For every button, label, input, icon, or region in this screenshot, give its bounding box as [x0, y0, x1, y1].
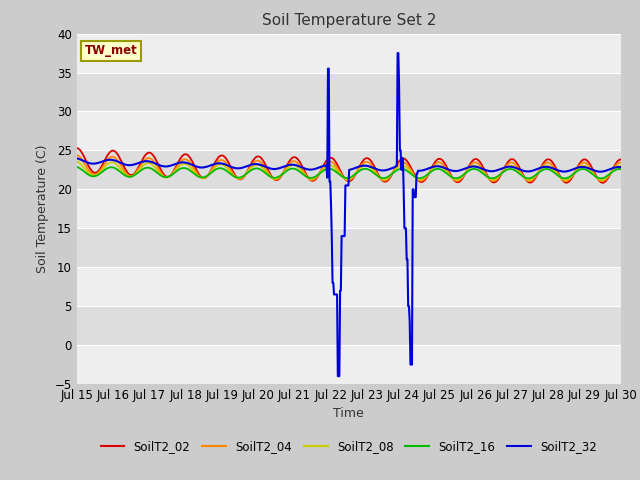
Bar	[77, 345, 621, 384]
Text: TW_met: TW_met	[85, 44, 138, 57]
Bar	[77, 306, 621, 345]
Bar	[77, 228, 621, 267]
Bar	[77, 34, 621, 72]
Bar	[77, 150, 621, 189]
Bar	[77, 189, 621, 228]
X-axis label: Time: Time	[333, 408, 364, 420]
Y-axis label: Soil Temperature (C): Soil Temperature (C)	[36, 144, 49, 273]
Bar	[77, 267, 621, 306]
Bar	[77, 72, 621, 111]
Title: Soil Temperature Set 2: Soil Temperature Set 2	[262, 13, 436, 28]
Legend: SoilT2_02, SoilT2_04, SoilT2_08, SoilT2_16, SoilT2_32: SoilT2_02, SoilT2_04, SoilT2_08, SoilT2_…	[96, 435, 602, 458]
Bar	[77, 111, 621, 150]
